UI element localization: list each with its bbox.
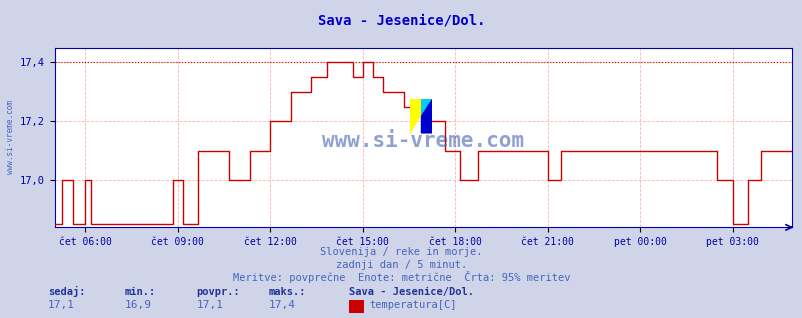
Text: Sava - Jesenice/Dol.: Sava - Jesenice/Dol. — [349, 287, 474, 297]
Text: 17,1: 17,1 — [196, 301, 224, 310]
Text: temperatura[C]: temperatura[C] — [369, 301, 456, 310]
Text: min.:: min.: — [124, 287, 156, 297]
Text: 17,1: 17,1 — [48, 301, 75, 310]
Polygon shape — [409, 99, 420, 134]
Text: Sava - Jesenice/Dol.: Sava - Jesenice/Dol. — [318, 14, 484, 28]
Text: 16,9: 16,9 — [124, 301, 152, 310]
Text: povpr.:: povpr.: — [196, 287, 240, 297]
Text: www.si-vreme.com: www.si-vreme.com — [322, 131, 524, 151]
Polygon shape — [420, 99, 431, 116]
Polygon shape — [420, 99, 431, 134]
Text: Meritve: povprečne  Enote: metrične  Črta: 95% meritev: Meritve: povprečne Enote: metrične Črta:… — [233, 271, 569, 283]
Text: www.si-vreme.com: www.si-vreme.com — [6, 100, 15, 174]
Text: 17,4: 17,4 — [269, 301, 296, 310]
Text: zadnji dan / 5 minut.: zadnji dan / 5 minut. — [335, 259, 467, 270]
Text: Slovenija / reke in morje.: Slovenija / reke in morje. — [320, 247, 482, 257]
Text: maks.:: maks.: — [269, 287, 306, 297]
Text: sedaj:: sedaj: — [48, 286, 86, 297]
